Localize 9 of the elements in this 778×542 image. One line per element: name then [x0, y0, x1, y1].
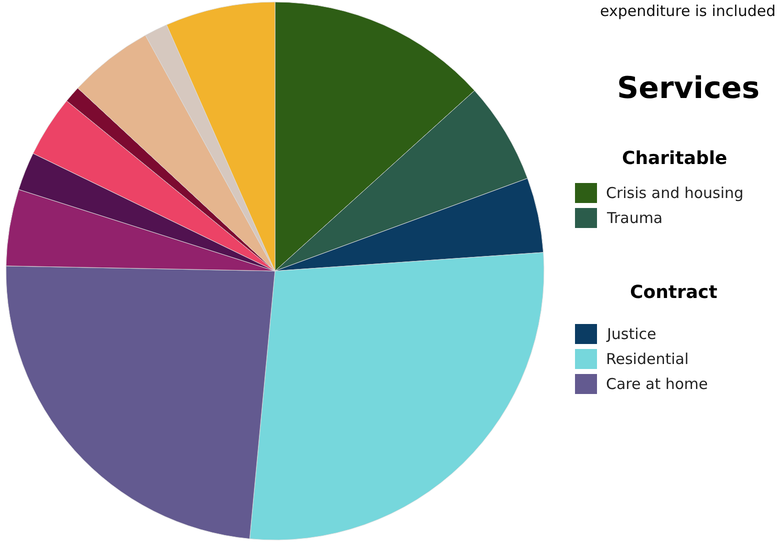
- legend-title: Services: [617, 71, 760, 106]
- text: Charitable: [622, 148, 728, 169]
- legend-label: Crisis and housing: [606, 184, 744, 202]
- legend-label: Justice: [606, 325, 656, 343]
- legend-label: Trauma: [606, 209, 663, 227]
- text: expenditure is included: [600, 2, 776, 20]
- legend-label: Residential: [606, 350, 689, 368]
- text: Contract: [630, 282, 718, 303]
- legend-label: Care at home: [606, 375, 708, 393]
